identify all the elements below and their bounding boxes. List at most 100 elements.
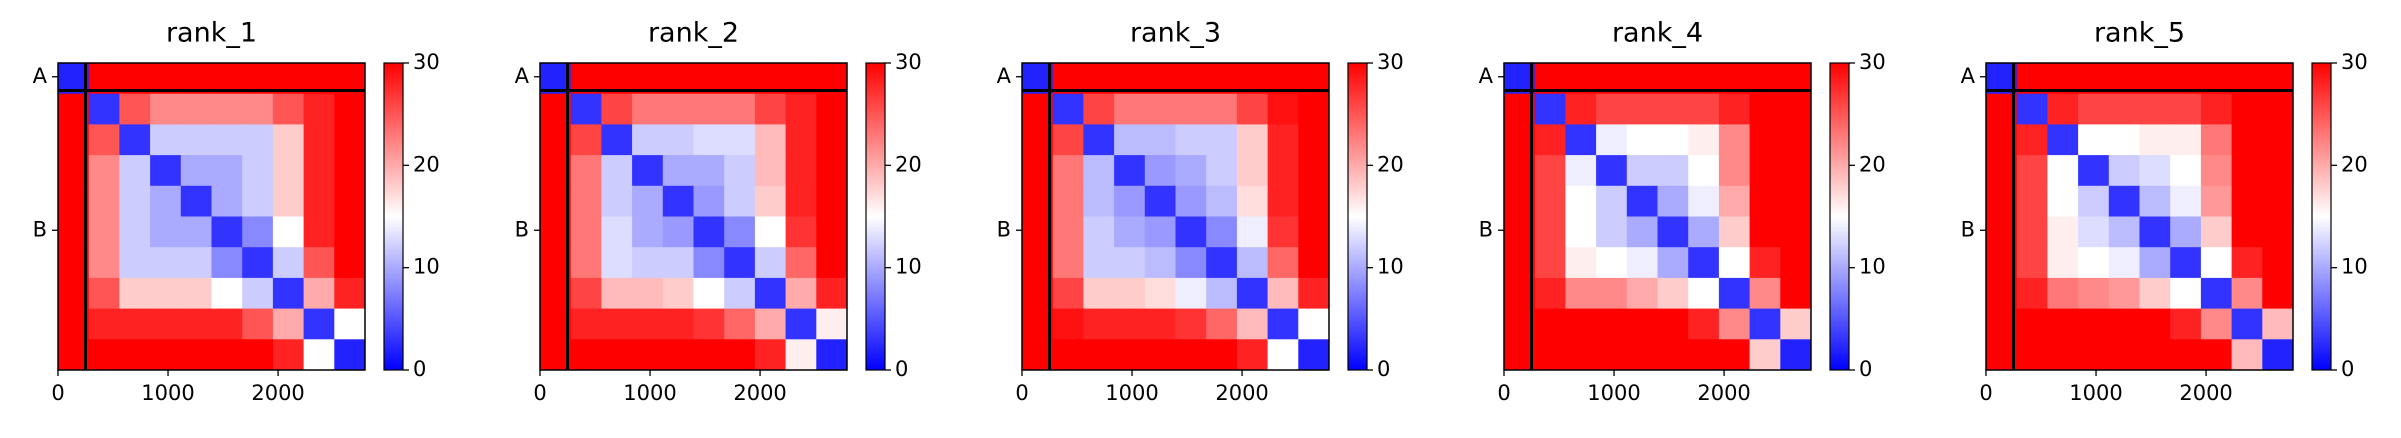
heatmap-cell bbox=[1534, 308, 1566, 340]
heatmap-cell bbox=[2262, 185, 2294, 217]
heatmap-cell bbox=[2016, 124, 2048, 156]
heatmap-cell bbox=[1083, 155, 1115, 187]
heatmap-cell bbox=[1144, 247, 1176, 279]
heatmap-cell bbox=[816, 339, 848, 371]
heatmap-cell bbox=[2078, 216, 2110, 248]
colorbar bbox=[2311, 62, 2332, 371]
heatmap-cell bbox=[1534, 339, 1566, 371]
heatmap-cell bbox=[1626, 277, 1658, 310]
colorbar-tick-label: 0 bbox=[895, 357, 908, 381]
heatmap-cell bbox=[119, 124, 151, 156]
heatmap-cell bbox=[724, 308, 756, 340]
heatmap-cell bbox=[785, 339, 817, 371]
heatmap-cell bbox=[1236, 63, 1269, 95]
heatmap-cell bbox=[1534, 216, 1566, 248]
heatmap-cell bbox=[570, 277, 602, 310]
heatmap-cell bbox=[1657, 339, 1689, 371]
heatmap-cell bbox=[1236, 308, 1269, 340]
heatmap-cell bbox=[180, 216, 212, 248]
heatmap-cell bbox=[1504, 339, 1536, 371]
heatmap-cell bbox=[754, 155, 787, 187]
heatmap-cell bbox=[693, 339, 725, 371]
heatmap-cell bbox=[1022, 277, 1054, 310]
heatmap-cell bbox=[1780, 216, 1812, 248]
heatmap-cell bbox=[1780, 277, 1812, 310]
heatmap-cell bbox=[88, 277, 120, 310]
heatmap-cell bbox=[540, 216, 572, 248]
heatmap-cell bbox=[632, 247, 664, 279]
heatmap-cell bbox=[150, 155, 182, 187]
heatmap-cell bbox=[754, 124, 787, 156]
heatmap-cell bbox=[1688, 124, 1720, 156]
heatmap-cell bbox=[601, 308, 633, 340]
heatmap-cell bbox=[2200, 247, 2233, 279]
heatmap-cell bbox=[2047, 247, 2079, 279]
heatmap-cell bbox=[662, 308, 694, 340]
heatmap-cell bbox=[540, 247, 572, 279]
heatmap-cell bbox=[754, 339, 787, 371]
heatmap-cell bbox=[1688, 216, 1720, 248]
heatmap-cell bbox=[2231, 277, 2263, 310]
x-tick-label: 2000 bbox=[1215, 381, 1268, 405]
heatmap-cell bbox=[1565, 308, 1597, 340]
heatmap-cell bbox=[150, 63, 182, 95]
colorbar-tick-label: 0 bbox=[1377, 357, 1390, 381]
heatmap-cell bbox=[2078, 247, 2110, 279]
heatmap-cell bbox=[272, 339, 305, 371]
heatmap-cell bbox=[1022, 339, 1054, 371]
heatmap-cell bbox=[1534, 93, 1566, 125]
heatmap-cell bbox=[1267, 277, 1299, 310]
heatmap-cell bbox=[303, 277, 335, 310]
heatmap-cell bbox=[58, 124, 90, 156]
x-tick-label: 1000 bbox=[1587, 381, 1640, 405]
heatmap-cell bbox=[632, 63, 664, 95]
heatmap-cell bbox=[211, 339, 243, 371]
heatmap-cell bbox=[2108, 155, 2140, 187]
heatmap-cell bbox=[1565, 216, 1597, 248]
heatmap-cell bbox=[1626, 216, 1658, 248]
heatmap-cell bbox=[58, 185, 90, 217]
heatmap-cell bbox=[1780, 124, 1812, 156]
colorbar-tick-label: 0 bbox=[413, 357, 426, 381]
heatmap-cell bbox=[1298, 247, 1330, 279]
heatmap-cell bbox=[119, 247, 151, 279]
heatmap-cell bbox=[1565, 247, 1597, 279]
heatmap-cell bbox=[1986, 216, 2018, 248]
heatmap-cell bbox=[180, 247, 212, 279]
heatmap-cell bbox=[1052, 185, 1084, 217]
heatmap-cell bbox=[1780, 185, 1812, 217]
heatmap-cell bbox=[2170, 185, 2202, 217]
heatmap-cell bbox=[1114, 216, 1146, 248]
heatmap-cell bbox=[785, 124, 817, 156]
heatmap-cell bbox=[2139, 277, 2171, 310]
heatmap-cell bbox=[1626, 93, 1658, 125]
x-tick-label: 2000 bbox=[1697, 381, 1750, 405]
heatmap-cell bbox=[272, 185, 305, 217]
heatmap-cell bbox=[2262, 63, 2294, 95]
heatmap-cell bbox=[272, 216, 305, 248]
heatmap-cell bbox=[1236, 93, 1269, 125]
heatmap-cell bbox=[2108, 277, 2140, 310]
x-tick-label: 1000 bbox=[623, 381, 676, 405]
colorbar-tick-label: 20 bbox=[895, 152, 922, 176]
heatmap-cell bbox=[1236, 124, 1269, 156]
heatmap-cell bbox=[1144, 185, 1176, 217]
heatmap-cell bbox=[88, 63, 120, 95]
heatmap-cell bbox=[272, 247, 305, 279]
heatmap-cell bbox=[150, 339, 182, 371]
colorbar-tick-label: 30 bbox=[1377, 50, 1404, 74]
heatmap-cell bbox=[303, 93, 335, 125]
heatmap-cell bbox=[1504, 155, 1536, 187]
y-tick-label: A bbox=[1479, 64, 1494, 88]
heatmap-cell bbox=[1657, 124, 1689, 156]
heatmap-cell bbox=[2170, 216, 2202, 248]
heatmap-cell bbox=[1083, 308, 1115, 340]
heatmap-cell bbox=[150, 308, 182, 340]
heatmap-cell bbox=[119, 216, 151, 248]
heatmap-cell bbox=[2200, 185, 2233, 217]
heatmap-cell bbox=[540, 63, 572, 95]
heatmap-cell bbox=[1596, 93, 1628, 125]
heatmap-cell bbox=[2016, 339, 2048, 371]
heatmap-cell bbox=[119, 339, 151, 371]
heatmap-cell bbox=[2108, 185, 2140, 217]
